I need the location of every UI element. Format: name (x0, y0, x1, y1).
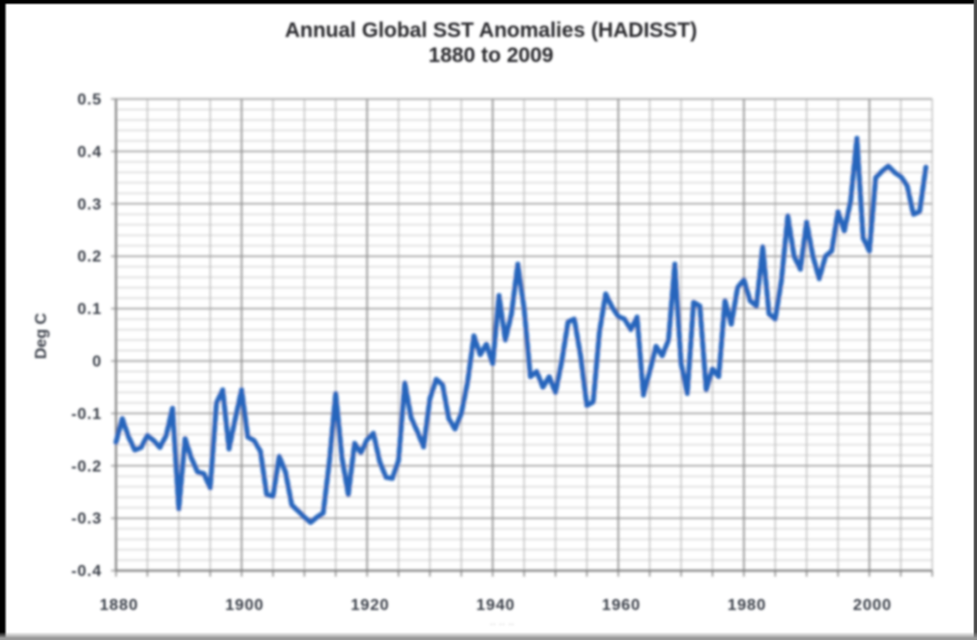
svg-text:-0.3: -0.3 (71, 511, 102, 528)
svg-text:0.4: 0.4 (77, 144, 102, 161)
svg-text:Annual Global SST Anomalies (H: Annual Global SST Anomalies (HADISST) (285, 19, 697, 42)
svg-text:1880: 1880 (100, 597, 139, 614)
svg-text:0.2: 0.2 (77, 249, 102, 266)
svg-text:1880 to 2009: 1880 to 2009 (429, 44, 554, 67)
svg-text:1960: 1960 (602, 597, 641, 614)
svg-text:2000: 2000 (853, 597, 892, 614)
svg-text:1900: 1900 (225, 597, 264, 614)
svg-text:.. .. ..: .. .. .. (490, 616, 514, 628)
svg-text:-0.2: -0.2 (71, 458, 102, 475)
svg-text:Deg C: Deg C (33, 312, 50, 359)
svg-text:0.5: 0.5 (77, 92, 102, 109)
svg-text:1920: 1920 (351, 597, 390, 614)
svg-text:-0.1: -0.1 (71, 406, 102, 423)
svg-text:0: 0 (92, 354, 102, 371)
svg-text:1980: 1980 (728, 597, 767, 614)
svg-text:0.3: 0.3 (77, 196, 102, 213)
svg-text:-0.4: -0.4 (71, 563, 102, 580)
svg-text:1940: 1940 (476, 597, 515, 614)
svg-text:0.1: 0.1 (77, 301, 102, 318)
